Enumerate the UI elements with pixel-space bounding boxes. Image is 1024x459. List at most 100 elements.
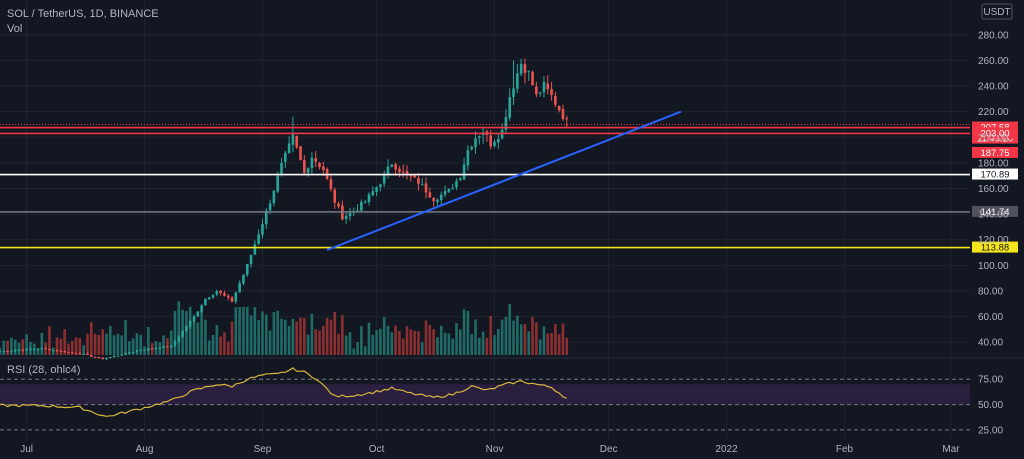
trendline-group[interactable] (326, 110, 682, 251)
y-tick-label: 200.00 (978, 133, 1009, 144)
candle-body (299, 146, 302, 161)
volume-bar (428, 324, 432, 355)
volume-bar (451, 338, 454, 355)
candle-body (0, 351, 2, 353)
volume-bar (238, 307, 241, 355)
candle-body (523, 64, 527, 73)
volume-bar (398, 330, 401, 355)
candle-body (375, 187, 378, 192)
volume-bar (470, 334, 473, 355)
candle-body (25, 349, 28, 351)
candle-body (204, 298, 207, 305)
x-tick-label: Nov (486, 444, 504, 455)
volume-bar (86, 333, 89, 355)
volume-bar (401, 338, 405, 355)
volume-bar (257, 320, 260, 355)
rsi-label: RSI (28, ohlc4) (7, 364, 80, 376)
y-tick-label: 160.00 (978, 184, 1009, 195)
volume-bar (318, 330, 321, 355)
candle-body (356, 210, 359, 212)
candle-body (546, 83, 550, 90)
volume-bar (139, 334, 143, 355)
candle-body (245, 264, 249, 275)
level-price-tag (972, 205, 1018, 217)
candle-body (401, 171, 405, 173)
candle-body (135, 350, 139, 352)
volume-bar (264, 314, 268, 355)
horizontal-levels[interactable]: 207.5811:49:20203.00187.75170.89141.7411… (0, 121, 1018, 254)
candle-body (36, 349, 40, 351)
candle-body (538, 92, 542, 94)
volume-bar (455, 323, 458, 355)
volume-bar (74, 337, 78, 355)
candle-body (322, 166, 325, 171)
volume-bar (417, 331, 420, 355)
volume-bar (131, 338, 135, 355)
volume-bar (489, 315, 493, 355)
volume-label: Vol (7, 23, 22, 35)
volume-bar (67, 343, 70, 355)
candle-body (519, 63, 523, 75)
candle-body (314, 158, 318, 162)
candle-body (162, 346, 165, 348)
candle-body (200, 305, 203, 312)
candle-body (466, 150, 470, 166)
candle-body (276, 175, 279, 192)
candle-body (557, 105, 561, 111)
candle-body (516, 73, 519, 89)
candle-body (10, 350, 13, 352)
volume-bar (462, 309, 466, 355)
volume-bar (51, 347, 55, 355)
volume-bar (477, 337, 481, 355)
volume-bar (466, 310, 470, 355)
volume-bar (531, 317, 534, 355)
volume-bar (519, 324, 523, 355)
level-price-label: 187.75 (980, 148, 1009, 159)
candle-body (158, 348, 162, 350)
volume-bar (329, 319, 333, 355)
volume-bar (291, 318, 295, 355)
candle-body (120, 354, 124, 356)
y-tick-label: 180.00 (978, 158, 1009, 169)
candle-body (405, 170, 409, 175)
level-price-tag (972, 146, 1018, 158)
volume-bar (322, 325, 325, 355)
candle-body (70, 352, 74, 354)
candle-body (6, 350, 9, 352)
volume-bar (55, 337, 59, 355)
volume-bar (215, 325, 219, 355)
candle-body (261, 224, 264, 235)
price-axis[interactable]: 40.00 60.00 80.00 100.00 120.00 140.00 160.00 1… (978, 30, 1009, 348)
volume-bar (306, 334, 310, 355)
x-tick-label: Aug (136, 444, 154, 455)
volume-bar (234, 307, 238, 355)
candle-body (409, 175, 413, 177)
trendline[interactable] (326, 110, 682, 251)
candle-body (474, 138, 477, 148)
volume-bar (565, 337, 569, 355)
volume-bar (93, 333, 97, 355)
currency-badge[interactable]: USDT (981, 3, 1013, 20)
candle-body (192, 316, 196, 322)
rsi-tick-label: 75.00 (978, 375, 1003, 386)
volume-bar (200, 311, 203, 355)
candle-body (55, 350, 59, 352)
level-price-tag (972, 241, 1018, 253)
volume-bar (500, 319, 504, 355)
candle-body (234, 292, 238, 302)
volume-bar (249, 315, 253, 355)
volume-bar (295, 321, 299, 355)
volume-bar (443, 332, 447, 355)
y-tick-label: 220.00 (978, 107, 1009, 118)
rsi-band (0, 384, 970, 405)
candle-body (268, 203, 272, 211)
time-axis[interactable]: Jul Aug Sep Oct Nov Dec 2022 Feb Mar (20, 444, 960, 455)
volume-bar (394, 325, 397, 355)
volume-bar (261, 311, 264, 355)
candle-body (249, 254, 253, 264)
candle-body (128, 352, 131, 354)
y-tick-label: 120.00 (978, 235, 1009, 246)
candle-body (219, 291, 222, 293)
candle-body (124, 352, 127, 355)
